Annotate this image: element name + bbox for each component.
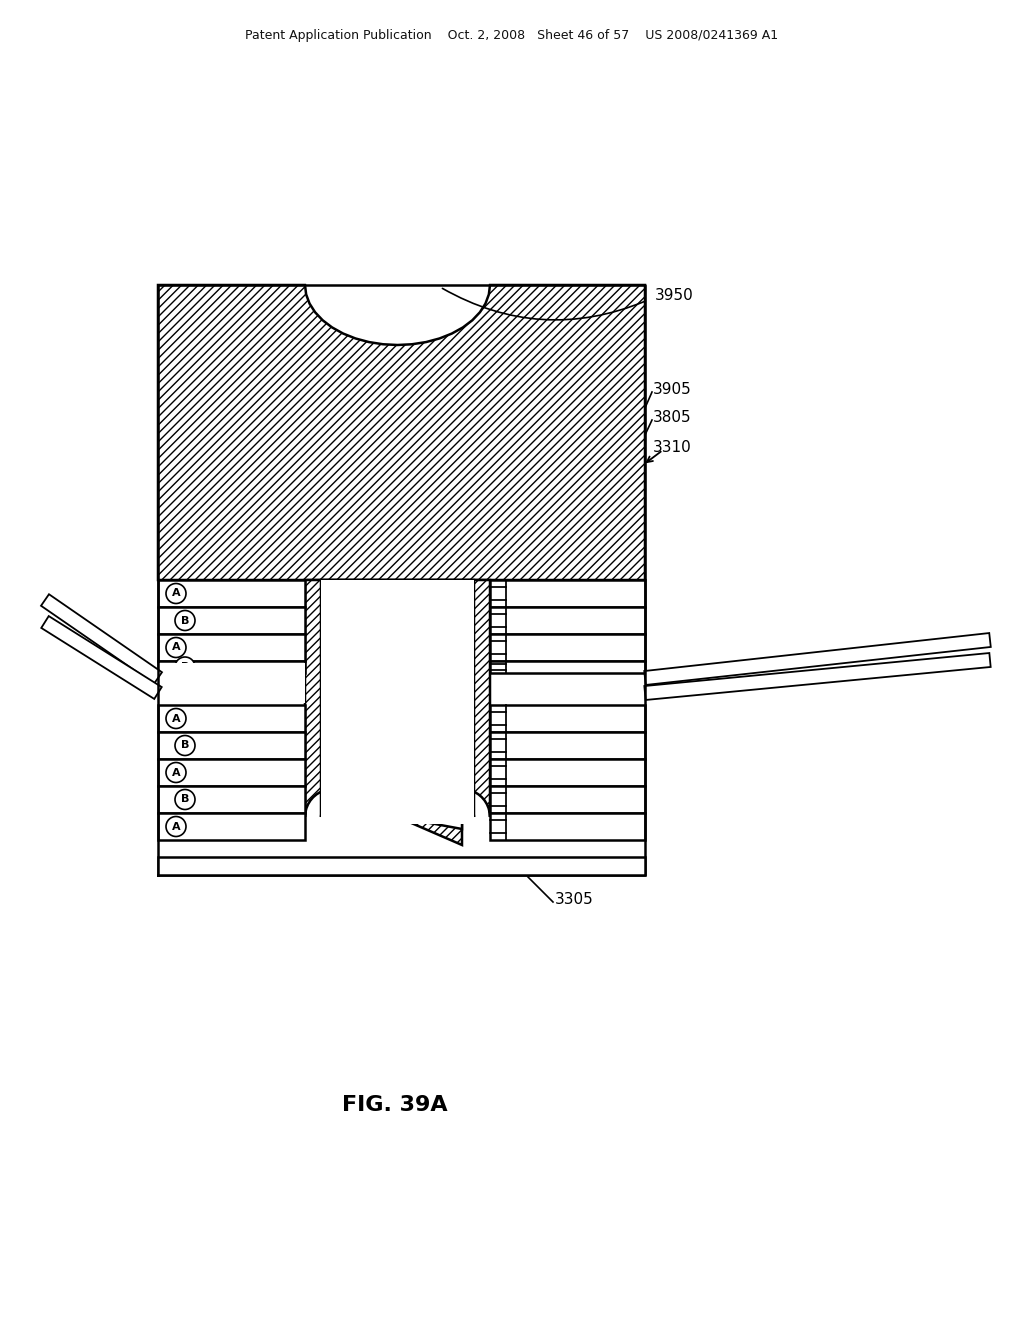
Bar (490, 607, 645, 634)
Polygon shape (644, 653, 990, 700)
Circle shape (166, 709, 186, 729)
Bar (158, 661, 305, 673)
Bar (158, 857, 645, 875)
Polygon shape (41, 616, 162, 698)
Bar (490, 661, 645, 673)
Bar (158, 607, 305, 634)
Circle shape (166, 583, 186, 603)
Text: 3805: 3805 (653, 411, 691, 425)
Circle shape (175, 657, 195, 677)
Bar (490, 759, 645, 785)
Text: 3950: 3950 (655, 288, 693, 302)
Circle shape (166, 763, 186, 783)
Bar (158, 579, 305, 607)
Polygon shape (41, 594, 162, 684)
Bar (158, 663, 305, 704)
Bar (490, 705, 645, 733)
Circle shape (175, 789, 195, 809)
Text: Patent Application Publication    Oct. 2, 2008   Sheet 46 of 57    US 2008/02413: Patent Application Publication Oct. 2, 2… (246, 29, 778, 41)
Text: A: A (172, 767, 180, 777)
Text: A: A (172, 643, 180, 652)
Text: 3310: 3310 (653, 441, 692, 455)
Circle shape (166, 817, 186, 837)
Text: B: B (181, 615, 189, 626)
Polygon shape (158, 285, 645, 579)
Polygon shape (321, 579, 474, 829)
Text: B: B (181, 663, 189, 672)
Bar (490, 813, 645, 840)
Bar (490, 579, 645, 607)
Bar (321, 579, 474, 824)
Text: B: B (181, 741, 189, 751)
FancyArrowPatch shape (442, 288, 645, 319)
Text: B: B (181, 795, 189, 804)
Text: 3305: 3305 (555, 892, 594, 908)
Polygon shape (305, 579, 490, 845)
Bar (158, 705, 305, 733)
Bar (158, 733, 305, 759)
Bar (158, 813, 305, 840)
Text: A: A (172, 589, 180, 598)
Bar (490, 733, 645, 759)
Bar (158, 759, 305, 785)
Text: 3905: 3905 (653, 383, 692, 397)
Bar (158, 785, 305, 813)
Circle shape (175, 610, 195, 631)
Circle shape (175, 735, 195, 755)
Bar (158, 634, 305, 661)
Bar (490, 634, 645, 661)
Text: A: A (172, 821, 180, 832)
Text: FIG. 39A: FIG. 39A (342, 1096, 447, 1115)
Circle shape (166, 638, 186, 657)
Polygon shape (644, 634, 991, 685)
Text: A: A (172, 714, 180, 723)
Bar (490, 785, 645, 813)
